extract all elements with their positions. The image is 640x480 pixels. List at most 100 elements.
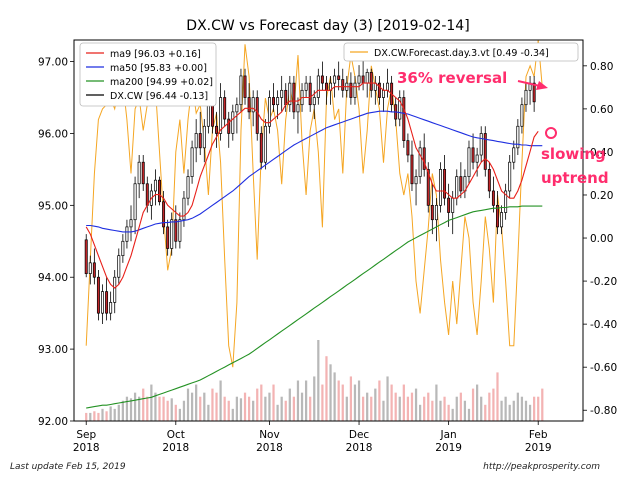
volume-bar — [125, 396, 129, 421]
ytick-left-label: 97.00 — [38, 57, 68, 69]
volume-bar — [325, 356, 328, 421]
candle — [121, 234, 125, 263]
volume-bar — [349, 376, 353, 421]
volume-bar — [190, 392, 194, 421]
volume-bar — [496, 372, 499, 421]
volume-bar — [402, 384, 405, 421]
volume-bar — [463, 400, 467, 421]
xtick-month-label: Nov — [259, 429, 280, 441]
volume-bar — [455, 396, 458, 421]
volume-bar — [296, 380, 300, 421]
candle-body — [227, 118, 231, 134]
volume-bar — [105, 411, 108, 421]
candle — [434, 198, 438, 242]
volume-bar — [484, 404, 487, 421]
xtick-month-label: Dec — [349, 429, 370, 441]
volume-bar — [178, 408, 181, 421]
volume-bar — [431, 400, 434, 421]
candle-body — [219, 97, 223, 134]
volume-bar — [113, 408, 116, 421]
candle-body — [174, 219, 178, 242]
volume-bar — [154, 392, 157, 421]
candle — [532, 75, 536, 112]
candle — [341, 68, 345, 98]
volume-bar — [288, 388, 291, 421]
ytick-left-label: 96.00 — [38, 128, 68, 140]
candle-body — [125, 226, 129, 242]
candle-body — [508, 161, 512, 192]
candle — [141, 155, 145, 191]
volume-bar — [541, 388, 544, 421]
xtick-month-label: Oct — [167, 429, 185, 441]
candle — [320, 61, 324, 91]
candle-body — [467, 147, 471, 177]
candle — [455, 169, 459, 206]
candle-body — [194, 133, 198, 149]
volume-bar — [272, 384, 275, 421]
volume-bar — [520, 396, 524, 421]
volume-bar — [524, 400, 528, 421]
candle — [284, 83, 288, 112]
candle — [304, 75, 308, 98]
volume-bar — [97, 412, 100, 421]
candle-body — [512, 147, 516, 163]
candle-body — [255, 97, 259, 134]
volume-bar — [406, 396, 410, 421]
legend-ma9: ma9 [96.03 +0.16] — [110, 49, 201, 60]
volume-bar — [410, 392, 414, 421]
candle-body — [353, 82, 357, 98]
volume-bar — [207, 404, 210, 421]
ytick-right-label: 0.20 — [590, 190, 613, 202]
volume-bar — [309, 396, 312, 421]
candle-body — [369, 71, 373, 91]
candle — [516, 119, 520, 156]
volume-bar — [142, 388, 145, 421]
candle-body — [386, 82, 390, 91]
xtick-year-label: 2018 — [346, 442, 373, 454]
candle — [337, 61, 341, 91]
candle-body — [341, 79, 345, 91]
volume-bar — [394, 392, 397, 421]
candle — [500, 205, 504, 235]
volume-bar — [85, 412, 88, 421]
candle-body — [296, 104, 300, 113]
candle-body — [182, 197, 186, 221]
volume-bar — [276, 404, 279, 421]
candle-body — [487, 169, 491, 192]
candle-body — [223, 97, 227, 120]
xtick-month-label: Feb — [529, 429, 548, 441]
volume-bar — [162, 396, 165, 421]
volume-bar — [223, 396, 226, 421]
candle-body — [198, 133, 202, 149]
candle — [259, 126, 263, 170]
xtick-month-label: Sep — [76, 429, 96, 441]
volume-bar — [280, 396, 283, 421]
volume-bar — [313, 376, 316, 421]
xtick-year-label: 2018 — [73, 442, 100, 454]
candle-body — [231, 111, 235, 134]
ma50-line — [86, 110, 543, 233]
candle-body — [430, 204, 434, 221]
candle — [447, 183, 451, 227]
annotation-uptrend: uptrend — [541, 169, 609, 187]
candle-body — [251, 97, 255, 113]
candle-body — [158, 179, 161, 203]
candle-body — [101, 291, 104, 314]
volume-bar — [300, 392, 304, 421]
volume-bar — [252, 400, 255, 421]
volume-bar — [492, 388, 495, 421]
candle — [129, 205, 133, 242]
candle-body — [377, 82, 381, 98]
candle-body — [496, 204, 499, 228]
candle — [202, 119, 206, 163]
candle — [166, 219, 170, 256]
ytick-right-label: -0.20 — [590, 276, 617, 288]
candle — [410, 140, 414, 191]
volume-bar — [321, 384, 324, 421]
candle — [386, 68, 390, 98]
volume-bar — [231, 408, 234, 421]
volume-bar — [533, 396, 536, 421]
candle — [92, 248, 96, 285]
volume-bar — [264, 396, 267, 421]
volume-bar — [382, 400, 385, 421]
